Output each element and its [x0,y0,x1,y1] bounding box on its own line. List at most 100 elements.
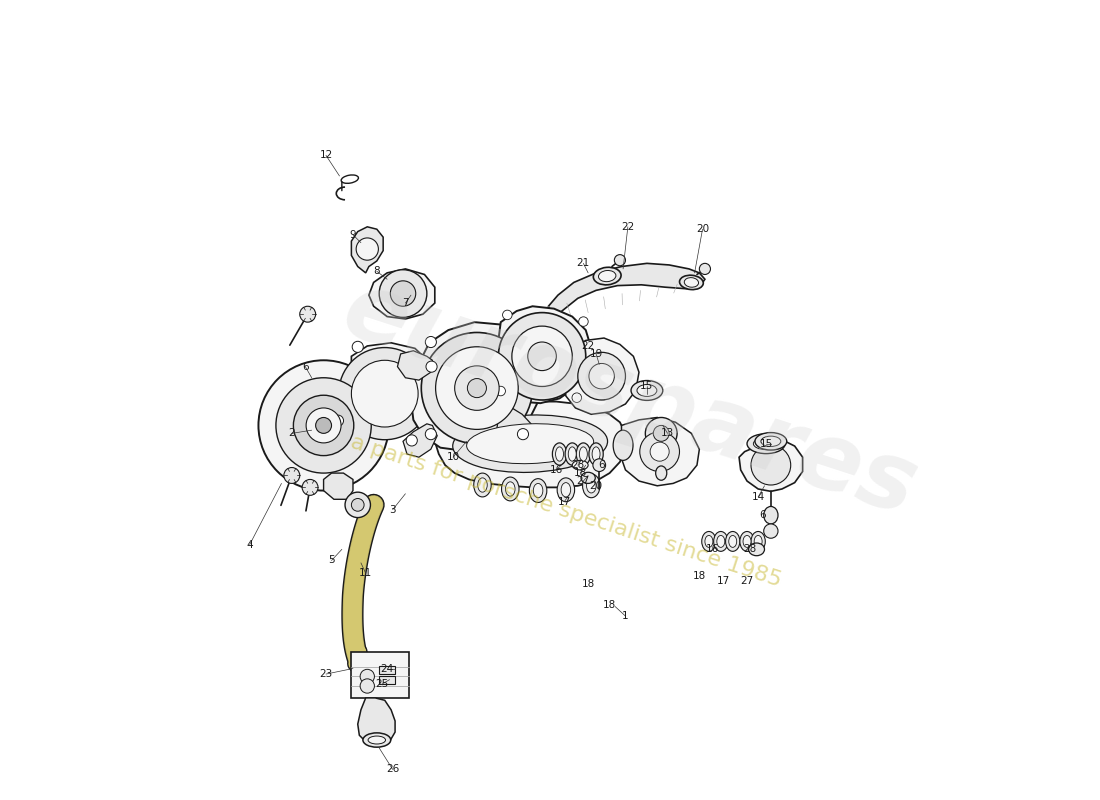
Ellipse shape [552,443,567,465]
Polygon shape [564,338,639,414]
Circle shape [640,432,680,471]
Text: 4: 4 [246,539,253,550]
Text: 18: 18 [573,468,586,478]
Text: 8: 8 [374,266,381,276]
Ellipse shape [755,535,762,547]
Text: 10: 10 [447,452,460,462]
Circle shape [650,442,669,461]
Ellipse shape [680,275,703,290]
Polygon shape [549,263,705,321]
Polygon shape [351,227,383,273]
Text: 2: 2 [288,428,295,438]
Ellipse shape [763,506,778,524]
Ellipse shape [705,535,713,547]
Polygon shape [397,350,432,380]
Ellipse shape [572,460,588,470]
Text: 28: 28 [571,460,584,470]
Circle shape [572,393,582,402]
Polygon shape [620,418,700,486]
Circle shape [426,337,437,347]
Ellipse shape [592,447,601,461]
Text: 6: 6 [302,362,309,372]
Circle shape [454,366,499,410]
Circle shape [426,429,437,440]
Text: 16: 16 [706,544,719,554]
Ellipse shape [534,483,543,498]
Circle shape [517,429,528,440]
Circle shape [751,446,791,485]
Text: 20: 20 [590,481,603,490]
Circle shape [351,498,364,511]
Ellipse shape [726,531,740,551]
Ellipse shape [631,381,663,400]
Ellipse shape [754,438,779,450]
Ellipse shape [729,535,737,547]
Text: 16: 16 [550,465,563,475]
Text: 24: 24 [381,663,394,674]
Text: 25: 25 [375,679,388,690]
Text: 17: 17 [558,497,571,506]
Text: 27: 27 [576,476,590,486]
Polygon shape [739,440,803,491]
Ellipse shape [576,443,591,465]
Circle shape [339,347,431,440]
Circle shape [316,418,331,434]
Ellipse shape [749,543,764,556]
Ellipse shape [474,473,492,497]
Circle shape [593,458,606,471]
Text: 27: 27 [740,576,754,586]
Circle shape [332,415,343,426]
Text: 18: 18 [582,579,595,590]
Polygon shape [496,402,536,457]
Text: a parts for porsche specialist since 1985: a parts for porsche specialist since 198… [348,432,784,590]
Ellipse shape [529,478,547,502]
Circle shape [356,238,378,260]
Ellipse shape [744,535,751,547]
Circle shape [426,361,437,372]
Ellipse shape [717,535,725,547]
Bar [379,666,395,674]
Ellipse shape [751,531,766,551]
Ellipse shape [747,434,785,454]
Text: 12: 12 [319,150,332,160]
Polygon shape [494,306,592,403]
Text: 17: 17 [716,576,729,586]
Circle shape [284,467,300,483]
Text: eurospares: eurospares [331,264,927,536]
Ellipse shape [593,267,622,285]
Text: 15: 15 [759,438,772,449]
Ellipse shape [684,278,699,287]
Ellipse shape [598,270,616,282]
Circle shape [588,363,614,389]
Ellipse shape [702,531,716,551]
Ellipse shape [581,472,595,483]
Text: 6: 6 [598,460,605,470]
Circle shape [379,270,427,318]
Circle shape [496,386,505,396]
Circle shape [700,263,711,274]
Text: 26: 26 [386,765,399,774]
Circle shape [300,306,316,322]
Ellipse shape [569,447,576,461]
Ellipse shape [583,474,601,498]
Ellipse shape [477,478,487,492]
Ellipse shape [613,430,632,460]
Ellipse shape [502,477,519,501]
Ellipse shape [506,482,515,496]
Circle shape [579,317,588,326]
Text: 14: 14 [751,492,764,502]
Circle shape [421,333,532,444]
Ellipse shape [656,466,667,480]
Polygon shape [358,698,395,746]
Circle shape [517,337,528,347]
Ellipse shape [368,736,386,744]
Circle shape [360,679,374,693]
Text: 28: 28 [744,544,757,554]
Ellipse shape [557,478,574,502]
Circle shape [306,408,341,443]
Circle shape [653,426,669,442]
Circle shape [258,360,388,490]
Text: 20: 20 [696,224,710,234]
Text: 3: 3 [389,505,396,514]
Text: 7: 7 [403,298,409,308]
